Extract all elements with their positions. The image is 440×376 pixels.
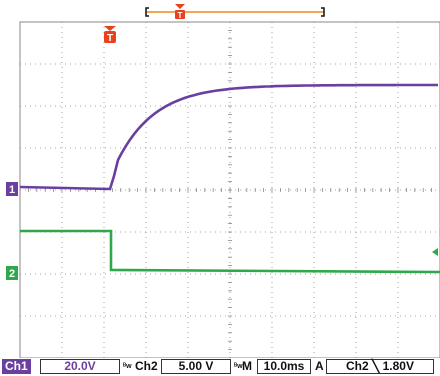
svg-text:1: 1 <box>9 184 15 196</box>
main-timebase-label: M <box>242 359 252 373</box>
ch1-bandwidth-icon: ᴮw <box>123 363 132 370</box>
record-trigger-icon <box>175 4 185 9</box>
ch2-volts-div[interactable]: 5.00 V <box>161 359 231 374</box>
trigger-level-icon <box>432 248 438 256</box>
ch1-ground-icon: 1 <box>6 182 18 196</box>
ch2-waveform <box>20 229 440 274</box>
ch1-volts-div[interactable]: 20.0V <box>40 359 120 374</box>
trigger-mode: A <box>315 359 324 373</box>
trigger-source: Ch2 <box>346 359 369 373</box>
trigger-letter: T <box>107 33 113 44</box>
graticule <box>19 21 440 359</box>
svg-text:T: T <box>178 11 183 20</box>
record-position-bar: T <box>145 4 325 20</box>
ch1-label[interactable]: Ch1 <box>2 359 31 374</box>
ch2-bandwidth-icon: ᴮw <box>234 363 243 370</box>
ch2-ground-icon: 2 <box>6 266 18 280</box>
status-bar: Ch1 20.0V ᴮw Ch2 5.00 V ᴮw M 10.0ms A Ch… <box>0 358 440 376</box>
trigger-settings[interactable]: Ch2 ╲ 1.80V <box>326 359 434 374</box>
svg-text:2: 2 <box>9 268 15 280</box>
trigger-level-value: 1.80V <box>382 359 414 373</box>
falling-slope-icon: ╲ <box>372 359 380 373</box>
ch2-label[interactable]: Ch2 <box>135 359 158 373</box>
trigger-T-icon: T <box>104 26 116 44</box>
timebase-value[interactable]: 10.0ms <box>257 359 311 374</box>
ch1-waveform <box>19 83 438 191</box>
